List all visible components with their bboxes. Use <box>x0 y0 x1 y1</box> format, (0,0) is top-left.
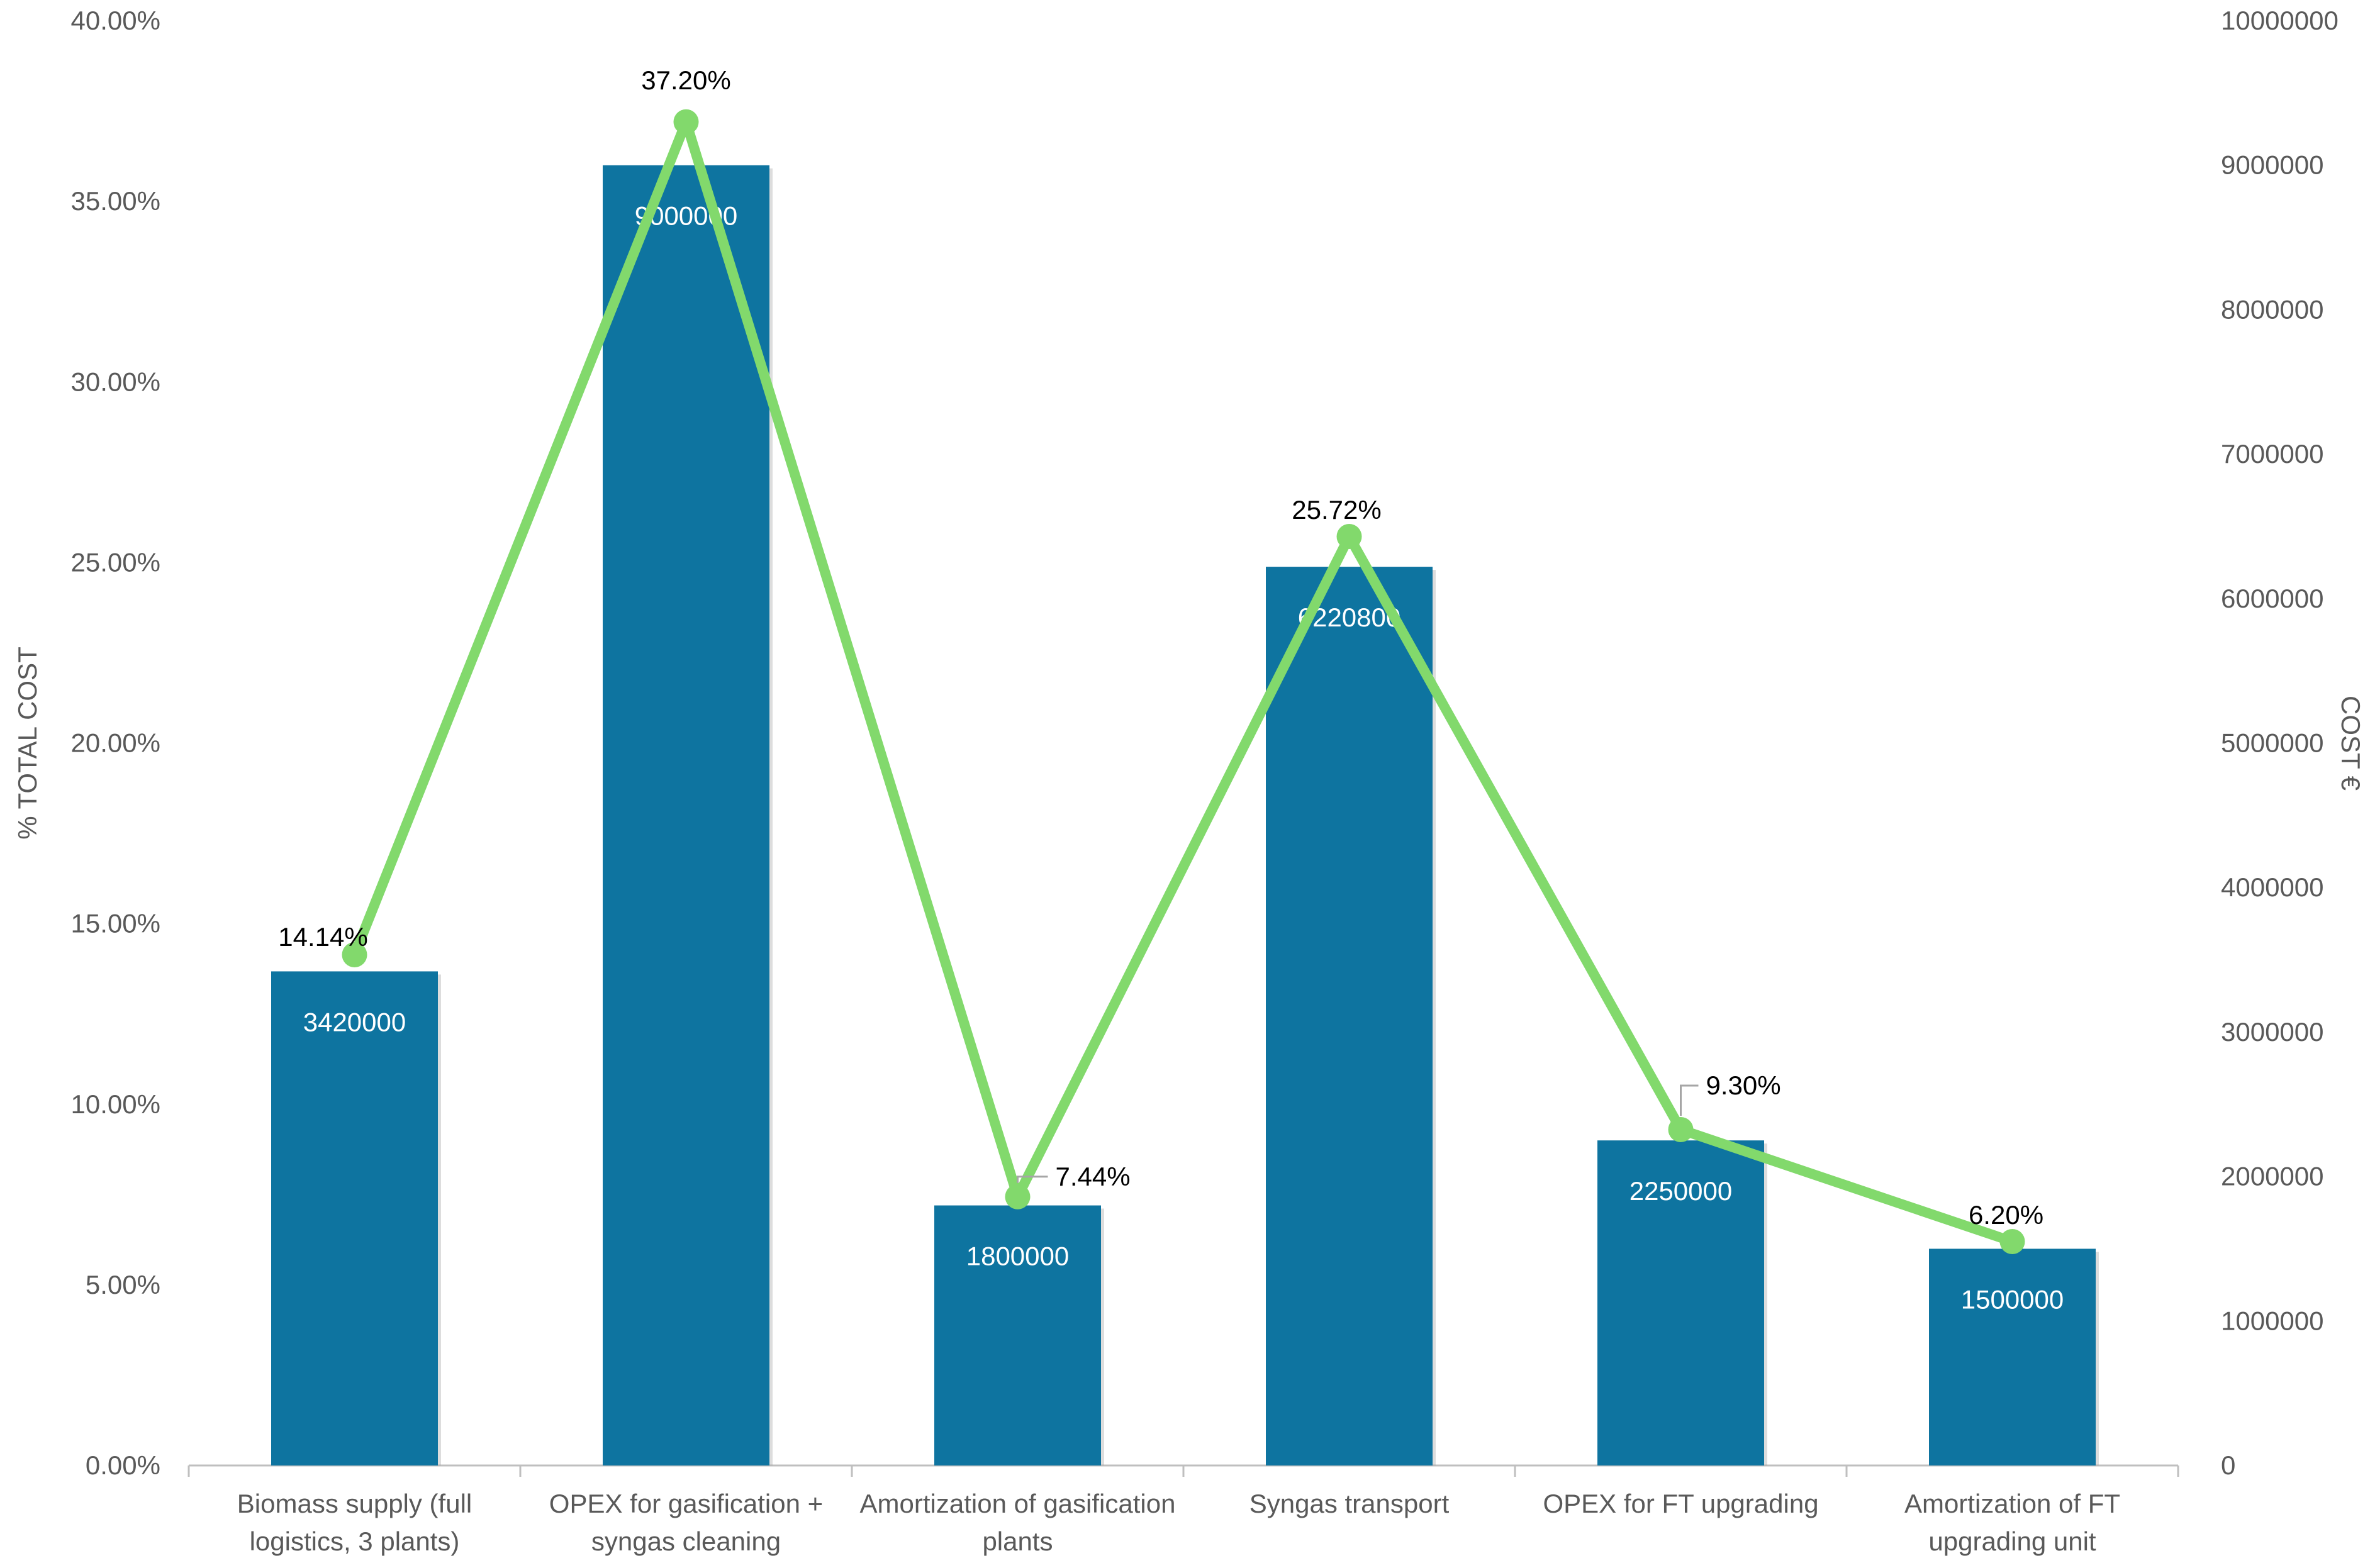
y-right-tick-label: 9000000 <box>2221 150 2324 180</box>
label-leader <box>1017 1176 1048 1183</box>
x-category-label: logistics, 3 plants) <box>250 1526 460 1556</box>
percent-value-label: 14.14% <box>278 922 367 952</box>
percent-value-label: 7.44% <box>1056 1162 1131 1191</box>
y-left-tick-label: 40.00% <box>71 6 160 35</box>
percent-marker <box>1336 524 1362 550</box>
y-left-tick-label: 10.00% <box>71 1089 160 1119</box>
y-left-tick-label: 20.00% <box>71 728 160 758</box>
y-right-tick-label: 4000000 <box>2221 872 2324 902</box>
y-left-axis-title: % TOTAL COST <box>13 647 42 840</box>
bar <box>1929 1248 2096 1465</box>
y-left-tick-label: 5.00% <box>86 1270 160 1299</box>
y-left-tick-label: 15.00% <box>71 909 160 938</box>
bar <box>934 1205 1101 1465</box>
percent-marker <box>1668 1116 1694 1142</box>
y-right-tick-label: 7000000 <box>2221 439 2324 469</box>
y-right-tick-label: 1000000 <box>2221 1306 2324 1335</box>
bar-value-label: 1800000 <box>966 1242 1070 1271</box>
y-left-tick-label: 30.00% <box>71 367 160 396</box>
x-category-label: syngas cleaning <box>591 1526 781 1556</box>
y-left-tick-label: 0.00% <box>86 1450 160 1480</box>
x-category-label: Syngas transport <box>1249 1489 1450 1518</box>
bar <box>271 971 438 1465</box>
bar-value-label: 1500000 <box>1961 1284 2064 1314</box>
y-left-tick-label: 25.00% <box>71 547 160 577</box>
x-category-label: OPEX for gasification + <box>549 1489 823 1518</box>
percent-marker <box>673 109 699 135</box>
y-right-tick-label: 5000000 <box>2221 728 2324 758</box>
percent-value-label: 25.72% <box>1292 495 1381 525</box>
percent-value-label: 37.20% <box>641 65 730 95</box>
bar <box>1266 567 1433 1465</box>
y-right-tick-label: 3000000 <box>2221 1017 2324 1047</box>
percent-value-label: 9.30% <box>1706 1070 1781 1100</box>
label-leader <box>1680 1084 1699 1116</box>
percent-marker <box>1999 1228 2025 1254</box>
x-category-label: Biomass supply (full <box>237 1489 472 1518</box>
y-right-tick-label: 10000000 <box>2221 6 2339 35</box>
bar <box>1597 1140 1764 1465</box>
bar <box>603 165 769 1466</box>
x-category-label: OPEX for FT upgrading <box>1543 1489 1818 1518</box>
bar-value-label: 3420000 <box>303 1007 406 1037</box>
x-category-label: plants <box>982 1526 1053 1556</box>
bar-value-label: 2250000 <box>1629 1176 1733 1206</box>
x-category-label: Amortization of FT <box>1904 1489 2120 1518</box>
y-right-tick-label: 0 <box>2221 1450 2235 1480</box>
x-category-label: upgrading unit <box>1928 1526 2096 1556</box>
y-right-tick-label: 6000000 <box>2221 584 2324 613</box>
percent-line <box>349 116 2018 1247</box>
y-right-tick-label: 2000000 <box>2221 1162 2324 1191</box>
y-left-tick-label: 35.00% <box>71 186 160 216</box>
percent-value-label: 6.20% <box>1969 1200 2043 1230</box>
y-right-tick-label: 8000000 <box>2221 294 2324 324</box>
percent-marker <box>342 942 367 968</box>
x-category-label: Amortization of gasification <box>860 1489 1176 1518</box>
percent-marker <box>1005 1184 1031 1209</box>
y-right-axis-title: COST € <box>2336 696 2366 791</box>
